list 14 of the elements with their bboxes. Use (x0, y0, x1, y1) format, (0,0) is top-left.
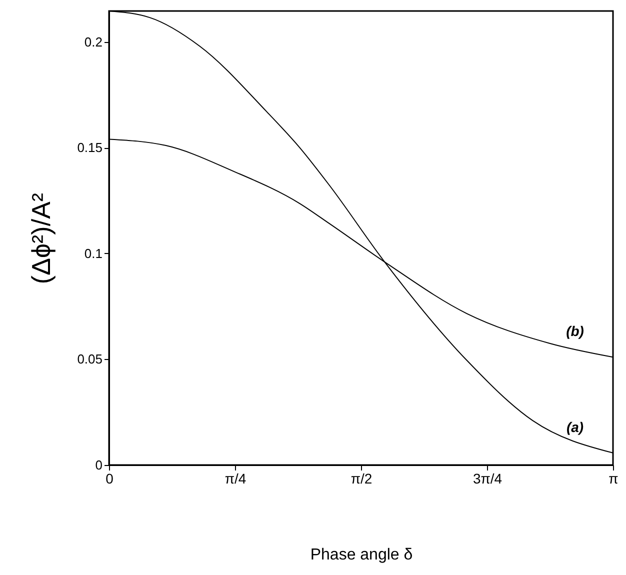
series-label: (a) (566, 418, 584, 435)
x-axis-title: Phase angle δ (310, 546, 413, 564)
y-tick-label: 0.15 (77, 140, 102, 156)
x-tick-label: π/4 (224, 470, 246, 486)
y-tick-label: 0 (95, 458, 102, 472)
y-tick-label: 0.05 (77, 352, 102, 367)
x-tick-label: 0 (106, 470, 114, 486)
y-tick-label: 0.1 (84, 246, 102, 261)
series-label: (b) (566, 323, 584, 340)
x-tick-label: 3π/4 (472, 470, 502, 486)
x-tick-label: π (608, 470, 619, 486)
x-tick-label: π/2 (350, 470, 372, 486)
y-axis-title: (Δϕ²)/A² (26, 192, 56, 284)
y-tick-label: 0.2 (84, 34, 102, 50)
